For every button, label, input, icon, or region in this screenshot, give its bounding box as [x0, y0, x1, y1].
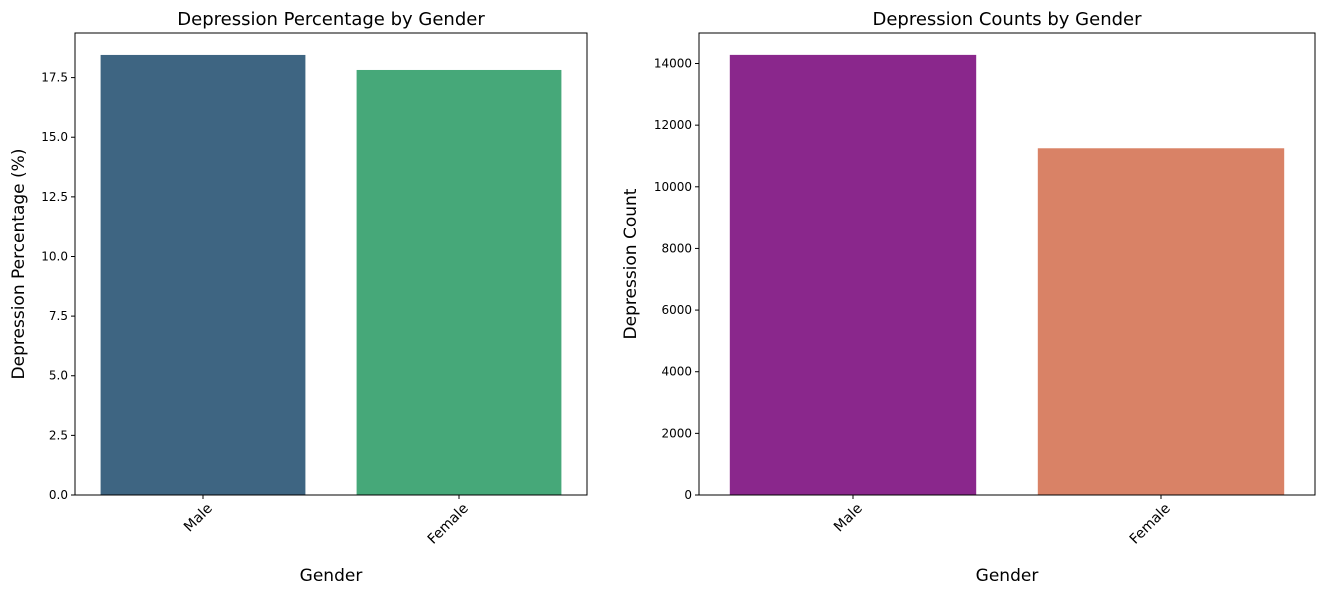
y-tick-label: 15.0	[41, 130, 68, 144]
bars	[729, 54, 1285, 495]
y-tick-label: 7.5	[49, 309, 68, 323]
x-tick-label: Female	[425, 501, 472, 548]
y-tick-label: 0	[684, 488, 692, 502]
x-axis-ticks: Male Female	[181, 495, 472, 548]
x-axis-label: Gender	[300, 566, 363, 586]
y-tick-label: 2000	[661, 426, 692, 440]
y-tick-label: 12000	[654, 118, 692, 132]
counts-chart: Depression Counts by Gender 0 2000 4000 600…	[621, 9, 1316, 586]
y-tick-label: 8000	[661, 241, 692, 255]
bar-female	[356, 69, 562, 495]
x-axis-ticks: Male Female	[831, 495, 1174, 548]
plot-frame	[74, 32, 588, 496]
percentage-chart: Depression Percentage by Gender 0.0 2.5 5.…	[9, 9, 588, 586]
y-tick-label: 5.0	[49, 369, 68, 383]
x-axis-label: Gender	[976, 566, 1039, 586]
y-tick-label: 6000	[661, 303, 692, 317]
y-tick-label: 17.5	[41, 71, 68, 85]
y-axis-label: Depression Count	[621, 188, 641, 339]
chart-title: Depression Counts by Gender	[872, 9, 1142, 30]
chart-title: Depression Percentage by Gender	[177, 9, 485, 30]
y-tick-label: 4000	[661, 365, 692, 379]
y-tick-label: 12.5	[41, 190, 68, 204]
x-tick-label: Female	[1127, 501, 1174, 548]
bar-female	[1037, 148, 1285, 495]
y-axis-ticks: 0 2000 4000 6000 8000 10000 12000 14000	[654, 57, 699, 502]
bars	[100, 54, 562, 496]
plot-frame	[698, 32, 1316, 496]
y-axis-label: Depression Percentage (%)	[9, 149, 29, 380]
y-tick-label: 10.0	[41, 249, 68, 263]
bar-male	[100, 54, 306, 496]
bar-male	[729, 54, 977, 495]
y-tick-label: 0.0	[49, 488, 68, 502]
y-tick-label: 2.5	[49, 428, 68, 442]
y-tick-label: 14000	[654, 57, 692, 71]
x-tick-label: Male	[181, 501, 216, 536]
y-tick-label: 10000	[654, 180, 692, 194]
y-axis-ticks: 0.0 2.5 5.0 7.5 10.0 12.5 15.0 17.5	[41, 71, 75, 502]
x-tick-label: Male	[831, 501, 866, 536]
